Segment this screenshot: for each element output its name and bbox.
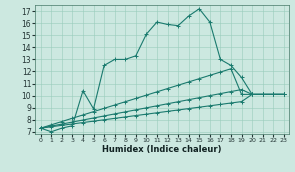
X-axis label: Humidex (Indice chaleur): Humidex (Indice chaleur) [102,145,222,154]
